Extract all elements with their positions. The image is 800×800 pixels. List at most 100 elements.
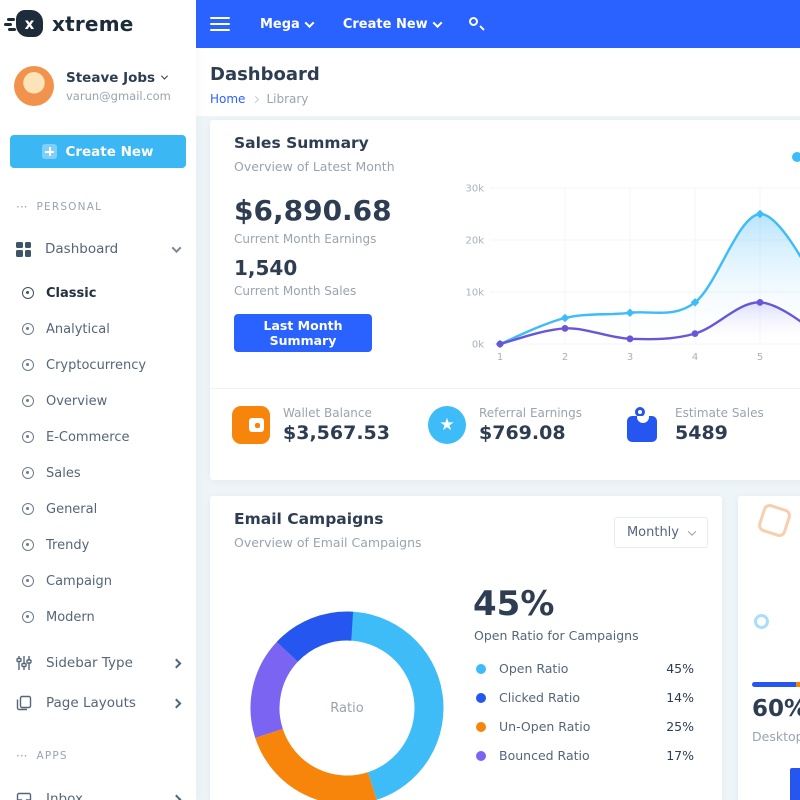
sidebar-item-classic[interactable]: Classic	[0, 275, 196, 311]
sidebar-item-overview[interactable]: Overview	[0, 383, 196, 419]
email-campaigns-title: Email Campaigns	[234, 510, 384, 528]
svg-text:5: 5	[757, 352, 763, 363]
user-menu[interactable]: Steave Jobs	[66, 70, 171, 86]
bag-icon	[624, 406, 662, 444]
user-profile[interactable]: Steave Jobs varun@gmail.com	[0, 48, 196, 106]
sales-summary-title: Sales Summary	[234, 134, 369, 152]
sidebar-item-dashboard[interactable]: Dashboard	[16, 237, 182, 261]
desktop-label: Desktop	[752, 729, 800, 744]
create-new-button[interactable]: Create New	[10, 135, 186, 168]
sidebar-item-sales[interactable]: Sales	[0, 455, 196, 491]
legend-dot-icon	[476, 750, 486, 761]
avatar[interactable]	[14, 66, 54, 106]
radio-icon	[22, 287, 34, 299]
wallet-icon	[232, 406, 270, 444]
svg-text:10k: 10k	[465, 288, 484, 299]
chevron-down-icon	[304, 17, 315, 28]
sliders-icon	[16, 656, 32, 670]
radio-icon	[22, 467, 34, 479]
current-month-sales-label: Current Month Sales	[234, 284, 357, 298]
chevron-right-icon	[171, 698, 182, 708]
radio-icon	[22, 611, 34, 623]
divider	[210, 388, 800, 389]
email-campaigns-subtitle: Overview of Email Campaigns	[234, 535, 422, 550]
radio-icon	[22, 323, 34, 335]
nav-item-create-new-label: Create New	[342, 16, 428, 32]
dots-icon: ···	[16, 749, 28, 763]
sidebar-heading-apps: ··· APPS	[16, 749, 68, 763]
open-ratio-label: Open Ratio for Campaigns	[474, 628, 639, 643]
deco-circle-icon	[754, 614, 769, 629]
sidebar: Steave Jobs varun@gmail.com Create New ·…	[0, 48, 196, 800]
svg-text:30k: 30k	[465, 184, 484, 195]
last-month-summary-button[interactable]: Last Month Summary	[234, 314, 372, 352]
breadcrumb: Home Library	[210, 92, 800, 106]
donut-svg	[250, 611, 444, 800]
radio-icon	[22, 539, 34, 551]
main-content: Sales Summary Overview of Latest Month $…	[196, 116, 800, 800]
radio-icon	[22, 575, 34, 587]
open-ratio-value: 45%	[473, 584, 555, 624]
legend-row-bounced-ratio: Bounced Ratio 17%	[476, 741, 694, 770]
speed-lines-icon	[7, 18, 15, 21]
create-new-button-label: Create New	[65, 143, 154, 160]
brand-logo[interactable]: x xtreme	[0, 0, 196, 48]
radio-icon	[22, 359, 34, 371]
device-progress-bar	[752, 682, 800, 687]
legend-row-clicked-ratio: Clicked Ratio 14%	[476, 683, 694, 712]
desktop-percent: 60%	[752, 696, 800, 722]
radio-icon	[22, 431, 34, 443]
sidebar-item-general[interactable]: General	[0, 491, 196, 527]
sidebar-heading-personal: ··· PERSONAL	[16, 200, 103, 214]
page-title: Dashboard	[210, 64, 320, 85]
breadcrumb-home-link[interactable]: Home	[210, 92, 246, 106]
sidebar-item-sidebar-type[interactable]: Sidebar Type	[16, 643, 182, 683]
breadcrumb-current: Library	[266, 92, 309, 106]
nav-item-mega-label: Mega	[260, 16, 300, 32]
svg-text:4: 4	[692, 352, 698, 363]
sidebar-item-page-layouts[interactable]: Page Layouts	[16, 683, 182, 723]
breadcrumb-separator-icon	[252, 95, 260, 103]
nav-item-create-new[interactable]: Create New	[342, 16, 443, 32]
dots-icon: ···	[16, 200, 28, 214]
top-navbar: Mega Create New	[196, 0, 800, 48]
user-name: Steave Jobs	[66, 69, 156, 86]
inbox-icon	[16, 792, 32, 800]
current-month-sales-value: 1,540	[234, 256, 298, 280]
radio-icon	[22, 503, 34, 515]
chart-legend-dot-icon	[792, 152, 800, 162]
legend-dot-icon	[476, 663, 486, 674]
brand-name: xtreme	[52, 12, 134, 36]
stat-referral-earnings: Referral Earnings $769.08	[428, 406, 624, 444]
plus-icon	[42, 144, 58, 159]
legend-row-open-ratio: Open Ratio 45%	[476, 654, 694, 683]
search-icon[interactable]	[467, 15, 485, 33]
sidebar-item-trendy[interactable]: Trendy	[0, 527, 196, 563]
logo-x-icon: x	[16, 10, 43, 37]
sidebar-item-ecommerce[interactable]: E-Commerce	[0, 419, 196, 455]
sidebar-item-cryptocurrency[interactable]: Cryptocurrency	[0, 347, 196, 383]
nav-item-mega[interactable]: Mega	[260, 16, 315, 32]
sidebar-item-inbox[interactable]: Inbox	[16, 779, 182, 800]
chevron-right-icon	[171, 794, 182, 800]
sales-line-chart: 0k10k20k30k123456	[465, 184, 800, 363]
sidebar-item-campaign[interactable]: Campaign	[0, 563, 196, 599]
legend-dot-icon	[476, 692, 486, 703]
dashboard-submenu: Classic Analytical Cryptocurrency Overvi…	[0, 275, 196, 635]
grid-icon	[16, 241, 31, 257]
period-select-value: Monthly	[626, 525, 679, 540]
chevron-down-icon	[687, 526, 697, 536]
period-select[interactable]: Monthly	[613, 517, 708, 548]
sidebar-item-analytical[interactable]: Analytical	[0, 311, 196, 347]
deco-square-icon	[756, 502, 793, 539]
current-month-earnings-label: Current Month Earnings	[234, 232, 377, 246]
svg-text:0k: 0k	[472, 340, 484, 351]
svg-text:3: 3	[627, 352, 633, 363]
layouts-icon	[16, 695, 32, 711]
svg-text:1: 1	[497, 352, 503, 363]
stat-estimate-sales: Estimate Sales 5489	[624, 406, 800, 444]
chevron-right-icon	[171, 658, 182, 668]
sidebar-item-modern[interactable]: Modern	[0, 599, 196, 635]
hamburger-menu-icon[interactable]	[210, 17, 230, 31]
sidebar-item-dashboard-label: Dashboard	[45, 241, 119, 257]
